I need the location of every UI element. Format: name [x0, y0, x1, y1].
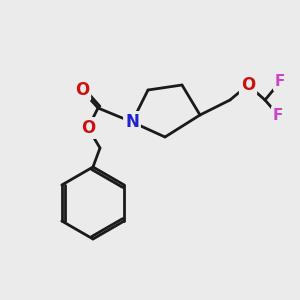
Text: O: O: [241, 76, 255, 94]
Text: F: F: [275, 74, 285, 89]
Text: N: N: [125, 113, 139, 131]
Text: O: O: [81, 119, 95, 137]
Text: O: O: [75, 81, 89, 99]
Text: F: F: [273, 107, 283, 122]
